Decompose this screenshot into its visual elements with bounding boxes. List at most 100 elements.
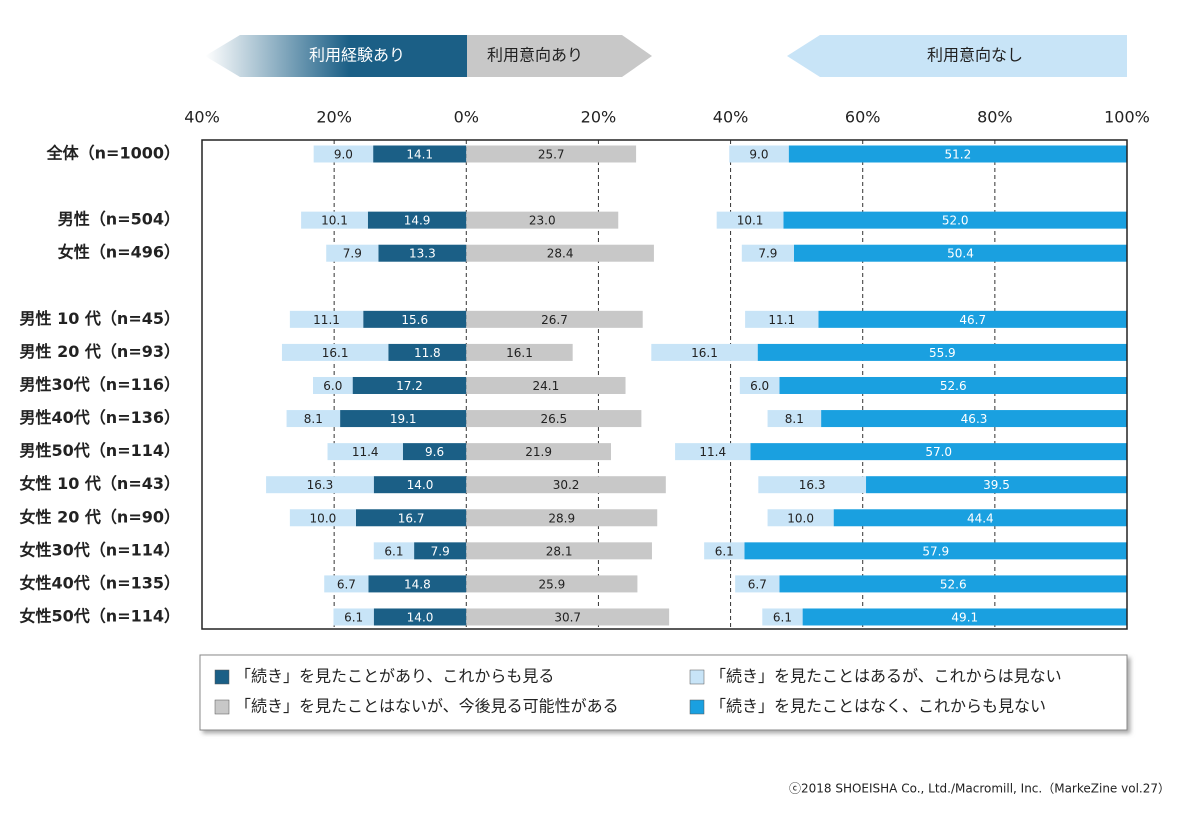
category-label: 女性30代（n=114）	[20, 540, 180, 559]
bar-segment	[466, 542, 652, 560]
bar-segment	[744, 542, 1127, 560]
value-label: 11.4	[699, 445, 726, 459]
value-label: 57.9	[922, 544, 949, 558]
bar-segment	[466, 145, 637, 163]
value-label: 16.1	[506, 346, 533, 360]
bar-segment	[716, 211, 784, 229]
value-label: 8.1	[785, 412, 804, 426]
bar-segment	[355, 509, 467, 527]
bar-segment	[301, 211, 368, 229]
bar-segment	[757, 343, 1127, 361]
bar-segment	[762, 608, 803, 626]
value-label: 50.4	[947, 247, 974, 261]
value-label: 6.1	[715, 544, 734, 558]
value-label: 30.2	[553, 478, 580, 492]
bar-segment	[373, 476, 467, 494]
value-label: 44.4	[967, 511, 994, 525]
bar-segment	[739, 376, 780, 394]
value-label: 57.0	[925, 445, 952, 459]
value-label: 26.7	[541, 313, 568, 327]
bar-segment	[466, 509, 658, 527]
value-label: 16.1	[691, 346, 718, 360]
x-tick-label: 40%	[184, 108, 220, 127]
value-label: 6.1	[384, 544, 403, 558]
bar-segment	[704, 542, 745, 560]
bar-segment	[466, 476, 666, 494]
x-tick-label: 20%	[316, 108, 352, 127]
value-label: 26.5	[540, 412, 567, 426]
plot-frame	[201, 139, 1128, 630]
bar-segment	[466, 310, 643, 328]
bar-segment	[758, 476, 867, 494]
bar-segment	[367, 211, 467, 229]
category-label: 男性 20 代（n=93）	[20, 342, 180, 361]
value-label: 10.0	[787, 511, 814, 525]
value-label: 46.3	[961, 412, 988, 426]
bar-segment	[373, 145, 467, 163]
value-label: 17.2	[396, 379, 423, 393]
bar-segment	[326, 244, 379, 262]
category-label: 女性（n=496）	[58, 243, 180, 262]
header-label: 利用経験あり	[309, 46, 405, 65]
bar-segment	[340, 410, 467, 428]
value-label: 11.1	[313, 313, 340, 327]
value-label: 16.1	[322, 346, 349, 360]
value-label: 9.6	[425, 445, 444, 459]
bar-segment	[414, 542, 467, 560]
bar-segment	[352, 376, 467, 394]
value-label: 25.9	[538, 577, 565, 591]
bar-segment	[866, 476, 1127, 494]
bar-segment	[729, 145, 789, 163]
category-label: 女性 20 代（n=90）	[20, 507, 180, 526]
x-tick-label: 60%	[845, 108, 881, 127]
value-label: 25.7	[538, 148, 565, 162]
value-label: 14.8	[404, 577, 431, 591]
legend-swatch	[214, 699, 230, 715]
bar-segment	[466, 575, 638, 593]
bar-segment	[821, 410, 1127, 428]
header-label: 利用意向あり	[487, 46, 583, 65]
value-label: 28.9	[548, 511, 575, 525]
value-label: 7.9	[343, 247, 362, 261]
x-tick-label: 100%	[1104, 108, 1150, 127]
legend-label: 「続き」を見たことはないが、今後見る可能性がある	[235, 697, 619, 716]
value-label: 10.1	[737, 214, 764, 228]
value-label: 19.1	[390, 412, 417, 426]
bar-segment	[466, 608, 670, 626]
x-tick-label: 40%	[713, 108, 749, 127]
bar-segment	[378, 244, 467, 262]
bar-segment	[466, 376, 626, 394]
bar-segment	[363, 310, 467, 328]
value-label: 55.9	[929, 346, 956, 360]
value-label: 46.7	[959, 313, 986, 327]
bar-segment	[735, 575, 780, 593]
value-label: 6.7	[337, 577, 356, 591]
header-label: 利用意向なし	[927, 46, 1023, 65]
legend-label: 「続き」を見たことがあり、これからも見る	[235, 667, 554, 686]
bar-segment	[333, 608, 374, 626]
x-tick-label: 0%	[454, 108, 479, 127]
value-label: 6.7	[748, 577, 767, 591]
bar-segment	[466, 244, 654, 262]
bar-segment	[833, 509, 1127, 527]
value-label: 13.3	[409, 247, 436, 261]
bar-segment	[750, 443, 1127, 461]
bar-segment	[779, 575, 1127, 593]
value-label: 9.0	[749, 148, 768, 162]
value-label: 14.0	[407, 610, 434, 624]
value-label: 52.0	[942, 214, 969, 228]
value-label: 11.1	[768, 313, 795, 327]
value-label: 7.9	[758, 247, 777, 261]
category-label: 女性50代（n=114）	[20, 606, 180, 625]
legend-swatch	[214, 669, 230, 685]
category-label: 男性40代（n=136）	[20, 408, 180, 427]
bar-segment	[281, 343, 389, 361]
bar-segment	[466, 211, 619, 229]
value-label: 39.5	[983, 478, 1010, 492]
header-arrow	[787, 35, 1127, 77]
bar-segment	[266, 476, 374, 494]
bar-segment	[779, 376, 1127, 394]
bar-segment	[651, 343, 758, 361]
bar-segment	[794, 244, 1127, 262]
